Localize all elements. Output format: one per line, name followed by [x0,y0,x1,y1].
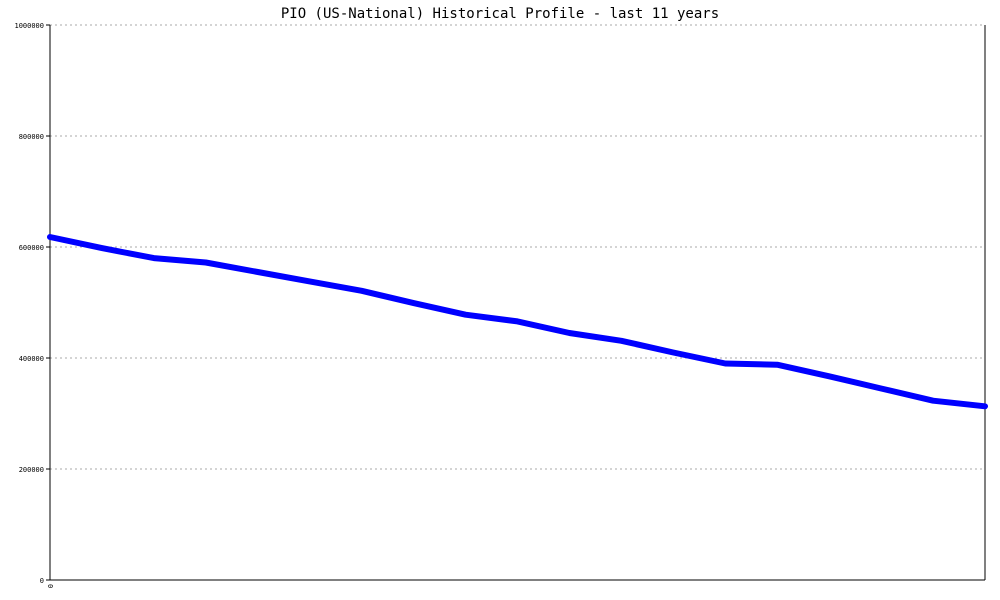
series-group [47,234,988,410]
chart-title: PIO (US-National) Historical Profile - l… [281,6,719,22]
y-tick-label: 800000 [19,133,44,141]
x-tick-label: 0 [47,584,55,588]
y-tick-label: 0 [40,577,44,585]
axes [46,24,986,581]
gridlines [50,24,985,470]
y-tick-label: 200000 [19,466,44,474]
series-line [47,234,988,410]
y-tick-label: 600000 [19,244,44,252]
tick-labels: 0 200000 400000 600000 800000 1000000 0 [14,22,55,588]
y-tick-label: 1000000 [14,22,44,30]
y-tick-label: 400000 [19,355,44,363]
